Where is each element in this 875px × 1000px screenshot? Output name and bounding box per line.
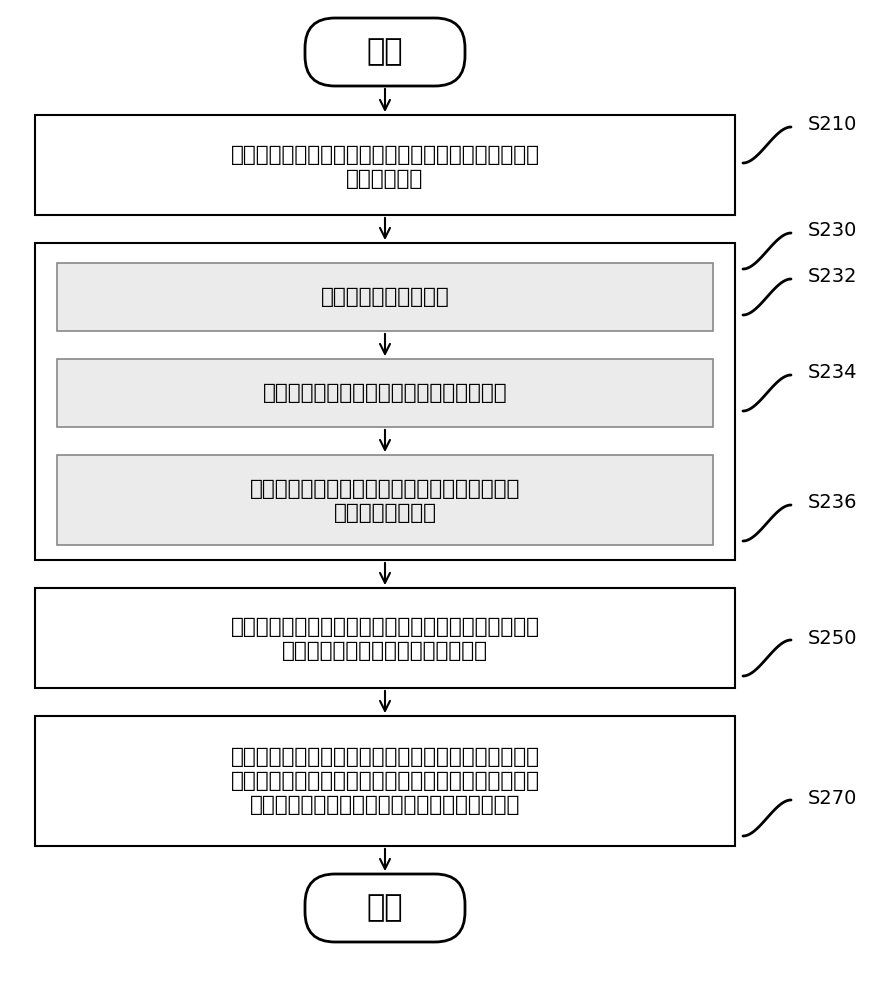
- Bar: [57, 359, 713, 427]
- FancyBboxPatch shape: [305, 874, 465, 942]
- Text: S270: S270: [808, 788, 858, 808]
- Bar: [35, 588, 735, 688]
- Bar: [35, 716, 735, 846]
- Text: 将弹性形变层绷平整。: 将弹性形变层绷平整。: [320, 287, 450, 307]
- Text: S232: S232: [808, 267, 858, 286]
- Text: S236: S236: [808, 493, 858, 512]
- Text: 弹性形变层。: 弹性形变层。: [346, 169, 424, 189]
- Text: 结束: 结束: [367, 894, 403, 922]
- Bar: [57, 263, 713, 331]
- Text: 二电极，第一电极及第二电极由导电材料形成。: 二电极，第一电极及第二电极由导电材料形成。: [250, 795, 520, 815]
- Bar: [57, 455, 713, 545]
- Bar: [35, 115, 735, 215]
- Text: S250: S250: [808, 629, 858, 648]
- Text: S230: S230: [808, 222, 858, 240]
- Text: 膜方式分别在复合膜的相对两侧分别履上第一电极及第: 膜方式分别在复合膜的相对两侧分别履上第一电极及第: [230, 771, 540, 791]
- Text: 提供由驻极体材料制成的聚合物层及由弹性材料制成的: 提供由驻极体材料制成的聚合物层及由弹性材料制成的: [230, 145, 540, 165]
- FancyBboxPatch shape: [305, 18, 465, 86]
- Text: 采用真空镀膜、丝印、银胶刮屡、转印、喷印或贴导电: 采用真空镀膜、丝印、银胶刮屡、转印、喷印或贴导电: [230, 747, 540, 767]
- Text: 行极化，使聚合物层内部注入电荷。: 行极化，使聚合物层内部注入电荷。: [282, 641, 488, 661]
- Text: S210: S210: [808, 115, 858, 134]
- Text: 化，得到复合膜。: 化，得到复合膜。: [333, 503, 437, 523]
- Bar: [35, 243, 735, 560]
- Text: 在弹性形变层表面上喷涂胶水，形成胶层。: 在弹性形变层表面上喷涂胶水，形成胶层。: [262, 383, 508, 403]
- Text: 采用电晕极化、电子束极化或辐射极化方法对复合膜进: 采用电晕极化、电子束极化或辐射极化方法对复合膜进: [230, 617, 540, 637]
- Text: S234: S234: [808, 363, 858, 382]
- Text: 开始: 开始: [367, 37, 403, 66]
- Text: 将绷平整的聚合物层覆盖于胶层表面上，然后固: 将绷平整的聚合物层覆盖于胶层表面上，然后固: [250, 479, 520, 499]
